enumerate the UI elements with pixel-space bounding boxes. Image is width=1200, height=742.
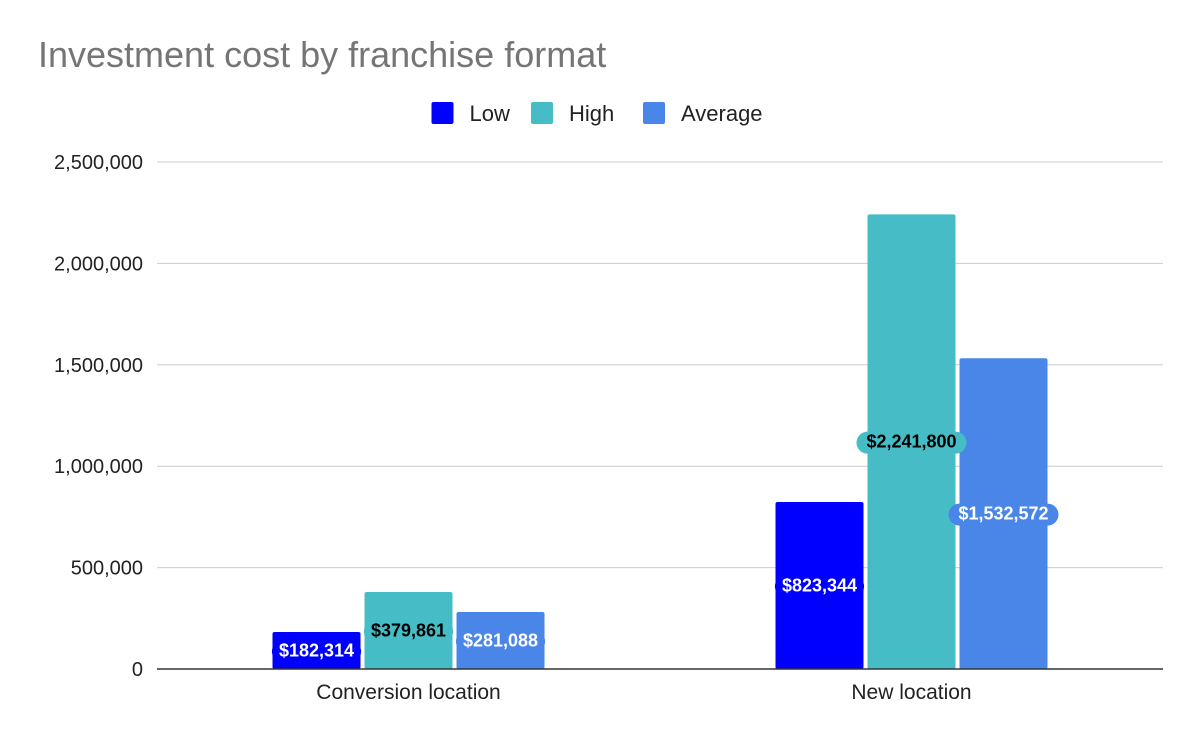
data-label: $379,861	[371, 620, 446, 640]
data-labels: $182,314 $379,861 $281,088 $823,344 $2,241,8…	[271, 431, 1059, 663]
chart-title: Investment cost by franchise format	[38, 34, 607, 75]
data-label-background	[455, 630, 546, 653]
y-tick-label: 1,000,000	[54, 456, 143, 478]
data-label: $2,241,800	[866, 432, 956, 452]
x-tick-label: New location	[851, 681, 971, 704]
legend-swatch	[643, 102, 665, 124]
y-tick-label: 1,500,000	[54, 355, 143, 377]
legend-label: High	[569, 101, 614, 126]
data-label-background	[774, 575, 865, 598]
legend-label: Low	[470, 101, 510, 126]
data-label: $1,532,572	[958, 504, 1048, 524]
data-label: $281,088	[463, 630, 538, 650]
data-label-background	[363, 620, 454, 643]
data-label-background	[856, 431, 967, 454]
axes: 0 500,000 1,000,000 1,500,000 2,000,000 2,500…	[54, 152, 1163, 704]
x-tick-label: Conversion location	[316, 681, 500, 704]
legend-swatch	[531, 102, 553, 124]
legend: Low High Average	[431, 101, 763, 126]
y-tick-label: 2,500,000	[54, 152, 143, 174]
data-label: $823,344	[782, 576, 857, 596]
data-label-background	[948, 503, 1059, 526]
y-tick-label: 2,000,000	[54, 253, 143, 275]
legend-swatch	[431, 102, 454, 124]
data-label-background	[271, 640, 362, 663]
data-label: $182,314	[279, 641, 354, 661]
y-tick-label: 500,000	[71, 558, 143, 580]
y-tick-label: 0	[132, 659, 143, 681]
legend-label: Average	[681, 101, 763, 126]
